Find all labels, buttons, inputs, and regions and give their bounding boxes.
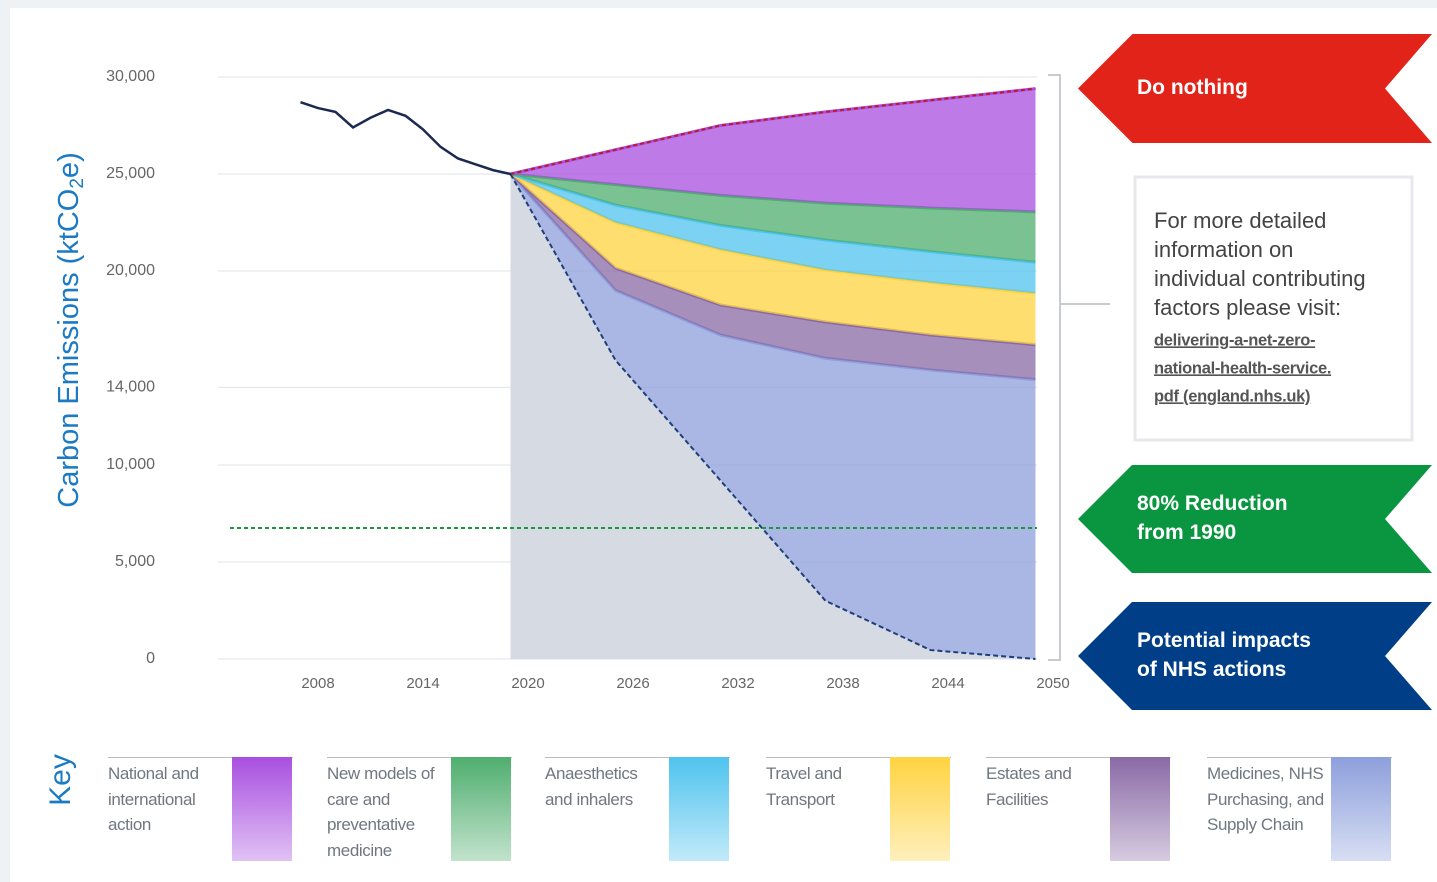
key-title: Key: [44, 754, 77, 806]
banner-text: 80% Reduction: [1137, 492, 1288, 515]
series-area: [510, 174, 1036, 659]
key-label: Medicines, NHS Purchasing, and Supply Ch…: [1207, 764, 1324, 834]
key-label: Estates and Facilities: [986, 764, 1072, 809]
key-swatch: [1331, 757, 1391, 861]
banner-text: from 1990: [1137, 521, 1236, 544]
key-item: New models of care and preventative medi…: [327, 757, 512, 862]
banner: [1078, 34, 1432, 143]
x-tick-label: 2026: [616, 675, 649, 692]
do-nothing-line: [510, 87, 1036, 175]
y-tick-label: 5,000: [115, 553, 155, 570]
banner: [1078, 465, 1432, 573]
banner: [1078, 602, 1432, 710]
key-label: New models of care and preventative medi…: [327, 764, 435, 860]
info-link: national-health-service.: [1154, 359, 1331, 377]
key-rule: [766, 757, 951, 758]
x-tick-label: 2014: [406, 675, 439, 692]
x-tick-label: 2032: [721, 675, 754, 692]
info-text: individual contributing: [1154, 266, 1366, 291]
series-area: [510, 88, 1036, 212]
banner-text: of NHS actions: [1137, 658, 1286, 681]
x-tick-label: 2020: [511, 675, 544, 692]
series-area: [510, 174, 1036, 345]
info-text: factors please visit:: [1154, 295, 1341, 320]
info-box: [1133, 175, 1414, 442]
key-item: National and international action: [108, 757, 293, 862]
key-rule: [327, 757, 512, 758]
key-swatch: [1110, 757, 1170, 861]
y-tick-label: 0: [146, 650, 155, 667]
key-item: Medicines, NHS Purchasing, and Supply Ch…: [1207, 757, 1392, 862]
y-tick-label: 30,000: [106, 68, 155, 85]
baseline-area: [510, 174, 1036, 659]
y-label-part: Carbon Emissions (ktCO: [53, 189, 85, 508]
info-text: For more detailed: [1154, 208, 1326, 233]
bracket: [1048, 74, 1110, 661]
key-item: Travel and Transport: [766, 757, 951, 862]
x-tick-label: 2008: [301, 675, 334, 692]
y-axis-label: Carbon Emissions (ktCO2e): [53, 152, 88, 507]
info-link: pdf (england.nhs.uk): [1154, 387, 1310, 405]
nhs-actions-line: [509, 173, 1036, 660]
y-tick-label: 25,000: [106, 165, 155, 182]
info-text: information on: [1154, 237, 1293, 262]
x-tick-label: 2038: [826, 675, 859, 692]
key-swatch: [451, 757, 511, 861]
series-area: [510, 174, 1036, 380]
y-label-part: e): [53, 152, 85, 178]
y-tick-label: 14,000: [106, 379, 155, 396]
key-rule: [986, 757, 1171, 758]
x-tick-label: 2050: [1036, 675, 1069, 692]
y-label-sub: 2: [67, 178, 88, 189]
key-rule: [545, 757, 730, 758]
info-link: delivering-a-net-zero-: [1154, 331, 1315, 349]
key-swatch: [669, 757, 729, 861]
key-item: Anaesthetics and inhalers: [545, 757, 730, 862]
key-rule: [108, 757, 293, 758]
banner-text: Potential impacts: [1137, 629, 1311, 652]
key-label: National and international action: [108, 764, 199, 834]
key-label: Travel and Transport: [766, 764, 842, 809]
key-swatch: [232, 757, 292, 861]
key-item: Estates and Facilities: [986, 757, 1171, 862]
key-swatch: [890, 757, 950, 861]
banner-text: Do nothing: [1137, 76, 1248, 99]
series-area: [510, 174, 1036, 263]
key-label: Anaesthetics and inhalers: [545, 764, 638, 809]
x-tick-label: 2044: [931, 675, 964, 692]
y-tick-label: 20,000: [106, 262, 155, 279]
y-tick-label: 10,000: [106, 456, 155, 473]
key-rule: [1207, 757, 1392, 758]
history-line: [300, 101, 511, 176]
